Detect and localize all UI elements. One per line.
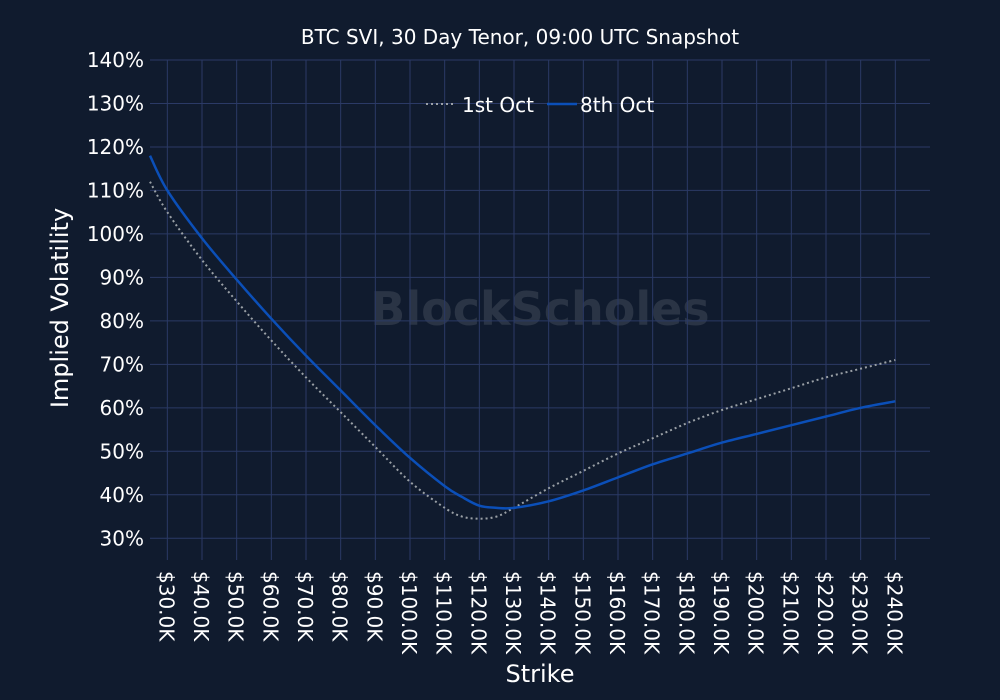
watermark-logo: BlockScholes <box>370 282 709 336</box>
y-tick-label: 50% <box>100 439 144 463</box>
x-tick-label: $30.0K <box>154 571 178 642</box>
x-tick-label: $40.0K <box>189 571 213 642</box>
y-tick-label: 130% <box>87 91 144 115</box>
series-line-1st-oct <box>149 181 896 520</box>
series-layer <box>148 155 896 520</box>
x-tick-label: $50.0K <box>224 571 248 642</box>
chart-title: BTC SVI, 30 Day Tenor, 09:00 UTC Snapsho… <box>301 25 739 49</box>
x-tick-label: $90.0K <box>362 571 386 642</box>
x-tick-label: $130.0K <box>501 571 525 655</box>
x-axis-title: Strike <box>506 660 575 688</box>
y-tick-label: 60% <box>100 396 144 420</box>
x-tick-label: $80.0K <box>328 571 352 642</box>
x-tick-label: $150.0K <box>570 571 594 655</box>
y-tick-label: 30% <box>100 526 144 550</box>
x-tick-label: $100.0K <box>397 571 421 655</box>
y-tick-label: 80% <box>100 309 144 333</box>
x-tick-label: $210.0K <box>778 571 802 655</box>
x-tick-label: $190.0K <box>709 571 733 655</box>
legend-label-8th-oct: 8th Oct <box>580 93 654 117</box>
y-axis-ticks: 30% 40% 50% 60% 70% 80% 90% 100% 110% 120% 130% 140… <box>87 48 144 550</box>
grid-lines <box>150 59 930 560</box>
x-tick-label: $160.0K <box>605 571 629 655</box>
x-tick-label: $60.0K <box>258 571 282 642</box>
x-tick-label: $180.0K <box>674 571 698 655</box>
legend: 1st Oct 8th Oct <box>426 93 654 117</box>
x-tick-label: $110.0K <box>432 571 456 655</box>
x-tick-label: $140.0K <box>536 571 560 655</box>
y-axis-title: Implied Volatility <box>46 208 74 408</box>
x-tick-label: $120.0K <box>466 571 490 655</box>
x-tick-label: $170.0K <box>640 571 664 655</box>
x-tick-label: $70.0K <box>293 571 317 642</box>
legend-label-1st-oct: 1st Oct <box>462 93 534 117</box>
y-tick-label: 140% <box>87 48 144 72</box>
y-tick-label: 100% <box>87 222 144 246</box>
series-line-8th-oct <box>148 155 896 510</box>
y-tick-label: 120% <box>87 135 144 159</box>
y-tick-label: 70% <box>100 352 144 376</box>
x-tick-label: $240.0K <box>882 571 906 655</box>
x-tick-label: $200.0K <box>744 571 768 655</box>
x-axis-ticks: $30.0K $40.0K $50.0K $60.0K $70.0K $80.0K $90.… <box>154 571 906 655</box>
y-tick-label: 110% <box>87 178 144 202</box>
y-tick-label: 90% <box>100 265 144 289</box>
y-tick-label: 40% <box>100 483 144 507</box>
x-tick-label: $220.0K <box>813 571 837 655</box>
x-tick-label: $230.0K <box>848 571 872 655</box>
